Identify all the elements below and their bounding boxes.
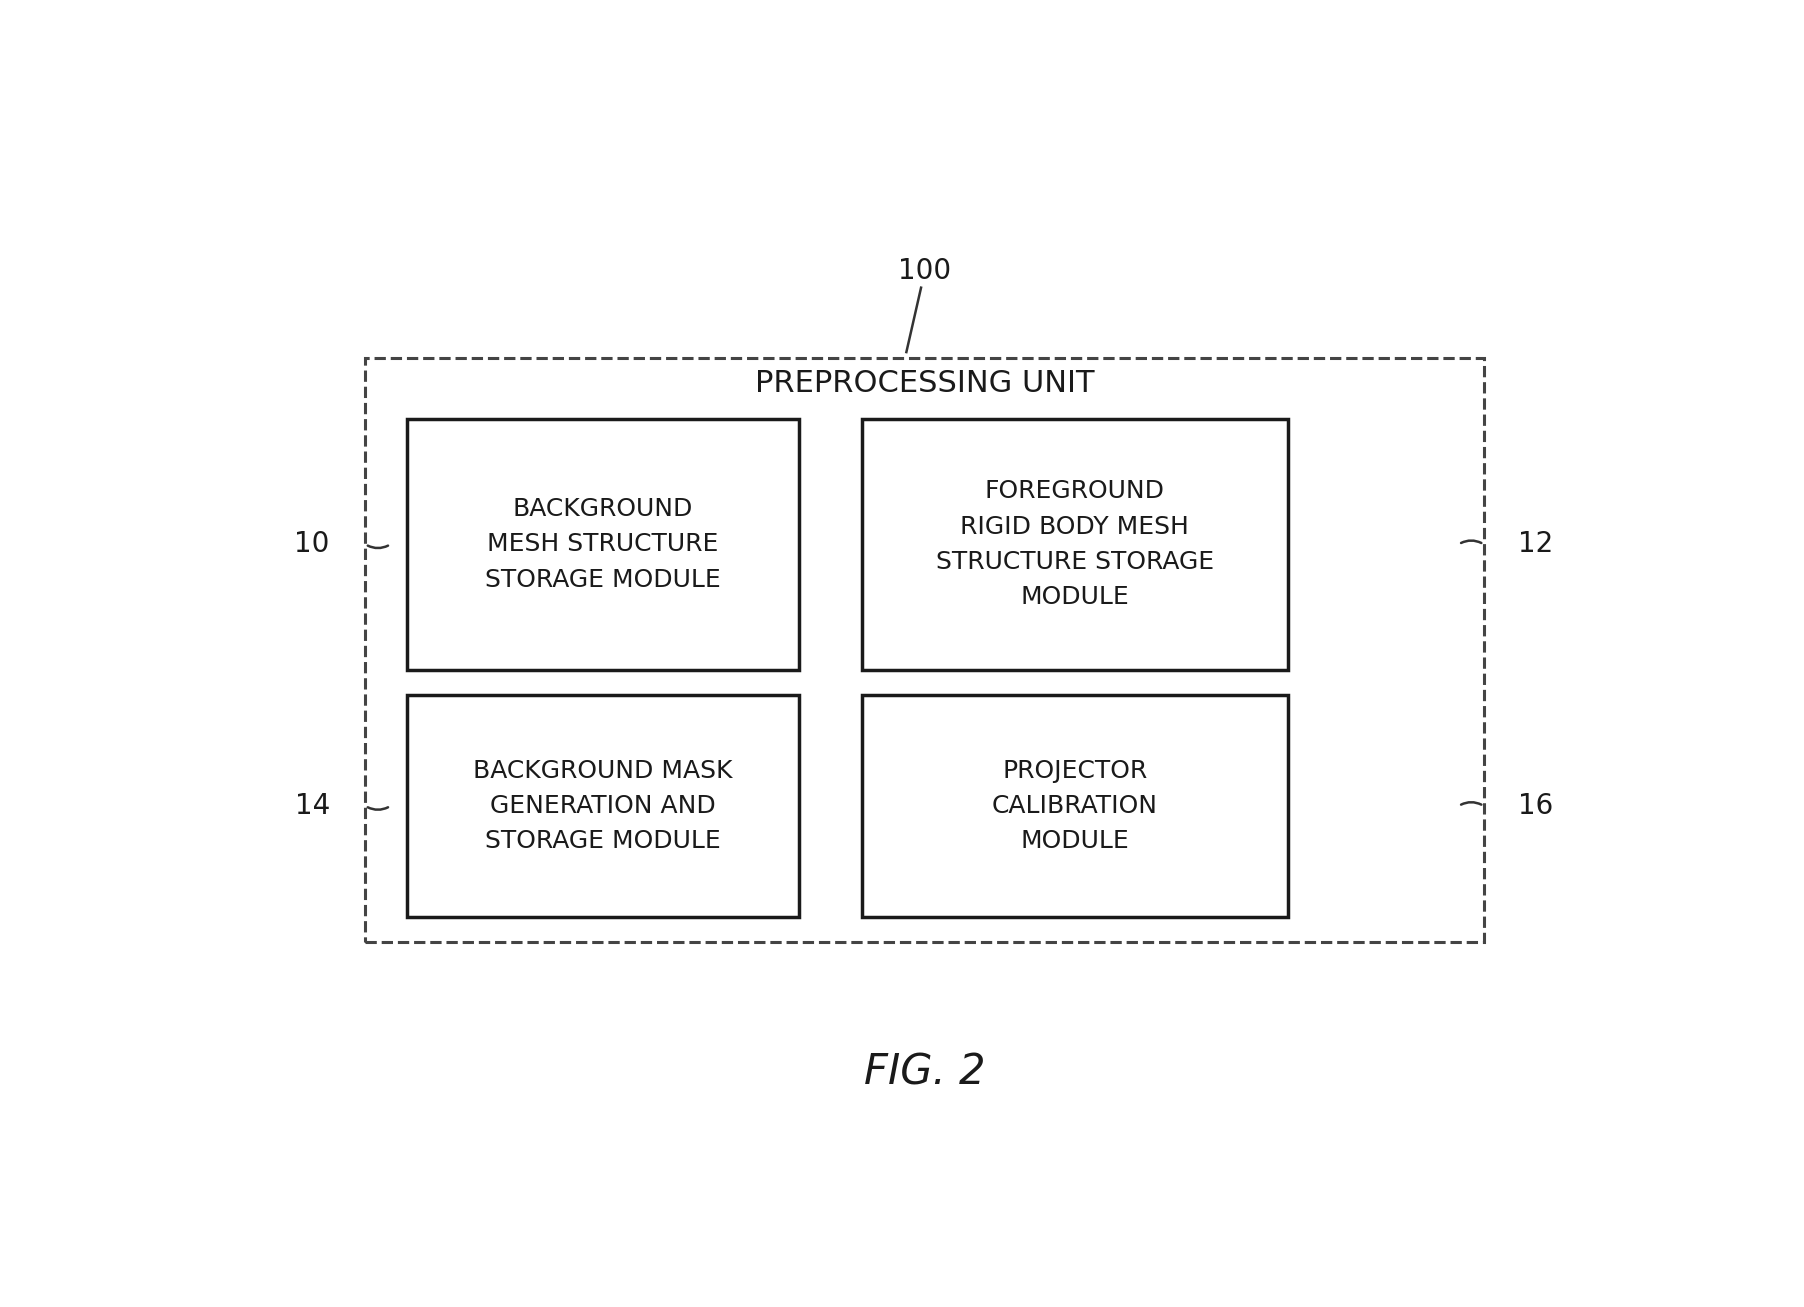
Text: 10: 10 — [294, 531, 330, 558]
Text: 12: 12 — [1517, 531, 1553, 558]
Text: PREPROCESSING UNIT: PREPROCESSING UNIT — [754, 369, 1095, 397]
Bar — [862, 695, 1288, 916]
Text: 100: 100 — [898, 256, 951, 285]
Bar — [862, 418, 1288, 670]
Bar — [408, 418, 799, 670]
Text: 14: 14 — [294, 792, 330, 819]
Text: FOREGROUND
RIGID BODY MESH
STRUCTURE STORAGE
MODULE: FOREGROUND RIGID BODY MESH STRUCTURE STO… — [936, 480, 1214, 609]
Bar — [366, 358, 1485, 942]
Text: 16: 16 — [1517, 792, 1553, 819]
Bar — [408, 695, 799, 916]
Text: PROJECTOR
CALIBRATION
MODULE: PROJECTOR CALIBRATION MODULE — [992, 758, 1158, 853]
Text: BACKGROUND MASK
GENERATION AND
STORAGE MODULE: BACKGROUND MASK GENERATION AND STORAGE M… — [473, 758, 732, 853]
Text: BACKGROUND
MESH STRUCTURE
STORAGE MODULE: BACKGROUND MESH STRUCTURE STORAGE MODULE — [485, 497, 722, 592]
Text: FIG. 2: FIG. 2 — [864, 1052, 985, 1094]
